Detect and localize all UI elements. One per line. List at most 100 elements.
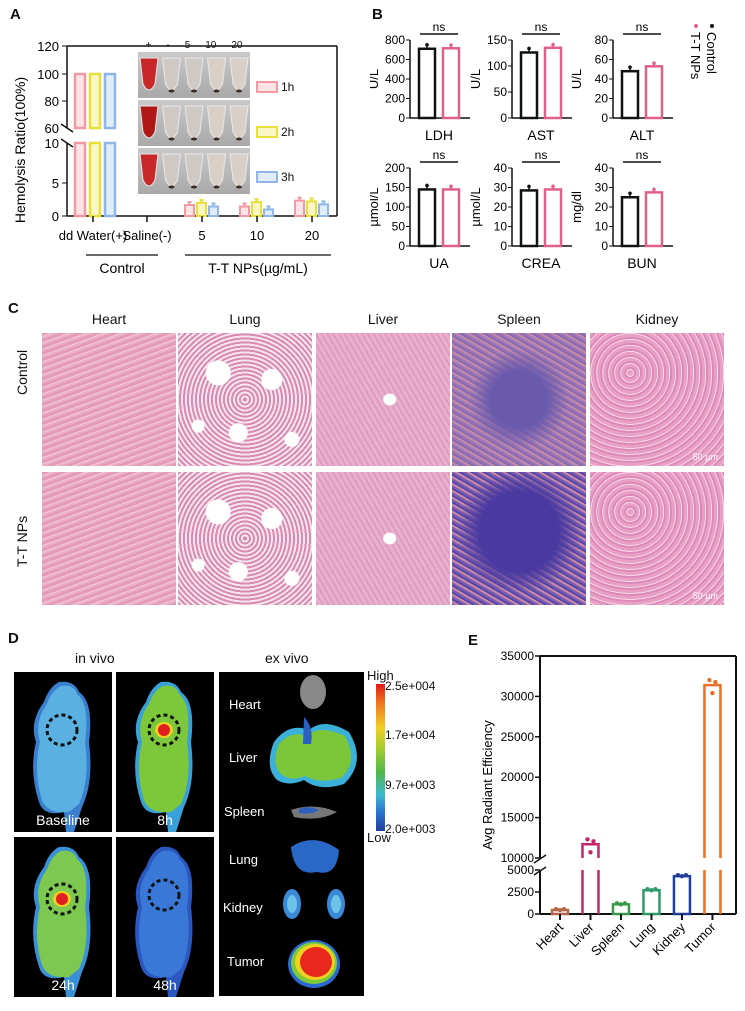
tube-label: + <box>145 40 152 51</box>
tube-label: 20 <box>231 40 243 51</box>
in-vivo-title: in vivo <box>75 650 115 666</box>
svg-text:AST: AST <box>527 127 555 143</box>
column-label-spleen: Spleen <box>497 311 541 327</box>
organ-label-heart: Heart <box>229 697 261 712</box>
svg-text:10: 10 <box>45 136 59 151</box>
svg-text:20000: 20000 <box>501 770 535 784</box>
svg-text:U/L: U/L <box>569 69 584 89</box>
svg-text:200: 200 <box>385 161 405 175</box>
svg-text:20: 20 <box>595 200 609 214</box>
colorbar-tick: 2.5e+004 <box>385 679 436 693</box>
timepoint-label: 48h <box>153 977 177 993</box>
he-image-ttnps-lung <box>178 472 312 605</box>
svg-text:0: 0 <box>500 239 507 253</box>
timepoint-label: Baseline <box>36 812 90 828</box>
svg-text:60: 60 <box>595 53 609 67</box>
svg-text:0: 0 <box>398 239 405 253</box>
tube-label: 5 <box>184 40 191 51</box>
colorbar <box>376 684 385 831</box>
he-image-ttnps-heart <box>42 472 176 605</box>
in-vivo-image-baseline: Baseline <box>14 672 112 832</box>
svg-text:LDH: LDH <box>425 127 453 143</box>
column-label-heart: Heart <box>91 311 127 327</box>
svg-text:5: 5 <box>198 228 205 243</box>
svg-text:Heart: Heart <box>533 919 566 952</box>
panel-label-b: B <box>372 6 383 23</box>
svg-text:Control: Control <box>99 260 144 276</box>
timepoint-label: 24h <box>51 977 75 993</box>
svg-text:10: 10 <box>250 228 264 243</box>
svg-text:Avg Radiant Efficiency: Avg Radiant Efficiency <box>480 720 495 850</box>
svg-text:0: 0 <box>398 111 405 125</box>
svg-text:30: 30 <box>595 181 609 195</box>
panel-label-c: C <box>8 300 19 317</box>
subplot-ast: 0 50 100 150 U/L ns AST <box>468 20 572 143</box>
colorbar-tick: 9.7e+003 <box>385 778 436 792</box>
timepoint-label: 8h <box>157 812 173 828</box>
he-image-ttnps-kidney: 50 µm <box>590 472 724 605</box>
colorbar-tick: 2.0e+003 <box>385 822 436 836</box>
colorbar-high-label: High <box>367 668 394 683</box>
legend-item-2h: 2h <box>256 125 294 139</box>
colorbar-tick: 1.7e+004 <box>385 728 436 742</box>
he-image-control-heart <box>42 333 176 466</box>
he-image-control-spleen <box>452 333 586 466</box>
svg-text:0: 0 <box>500 111 507 125</box>
legend-a: 1h 2h 3h <box>256 80 294 184</box>
subplot-crea: 0 10 20 30 40 µmol/L ns CREA <box>468 148 572 271</box>
svg-text:50: 50 <box>392 220 406 234</box>
svg-text:150: 150 <box>487 33 507 47</box>
svg-text:600: 600 <box>385 53 405 67</box>
he-image-ttnps-liver <box>316 472 450 605</box>
svg-text:40: 40 <box>494 161 508 175</box>
in-vivo-image-8h: 8h <box>116 672 214 832</box>
colorbar-low-label: Low <box>367 830 391 845</box>
svg-text:100: 100 <box>385 200 405 214</box>
y-axis-label: Hemolysis Ratio(100%) <box>12 77 28 223</box>
panel-label-a: A <box>10 6 21 23</box>
svg-text:ns: ns <box>433 20 446 34</box>
svg-text:Spleen: Spleen <box>588 920 627 959</box>
svg-text:400: 400 <box>385 72 405 86</box>
scale-bar-label: 50 µm <box>692 452 718 462</box>
svg-text:BUN: BUN <box>627 255 657 271</box>
column-label-liver: Liver <box>367 311 399 327</box>
svg-text:ns: ns <box>535 148 548 162</box>
svg-text:Saline(-): Saline(-) <box>122 228 171 243</box>
svg-text:10: 10 <box>494 220 508 234</box>
svg-text:Tumor: Tumor <box>682 919 719 956</box>
svg-text:T-T NPs: T-T NPs <box>688 32 703 80</box>
he-image-ttnps-spleen <box>452 472 586 605</box>
svg-text:0: 0 <box>601 239 608 253</box>
he-image-control-kidney: 50 µm <box>590 333 724 466</box>
svg-text:100: 100 <box>487 59 507 73</box>
svg-text:60: 60 <box>45 121 59 136</box>
svg-text:40: 40 <box>595 72 609 86</box>
svg-text:T-T NPs(µg/mL): T-T NPs(µg/mL) <box>208 260 308 276</box>
scale-bar-label: 50 µm <box>692 591 718 601</box>
svg-text:10000: 10000 <box>501 851 535 865</box>
svg-text:30000: 30000 <box>501 689 535 703</box>
svg-text:120: 120 <box>37 39 59 54</box>
subplot-ua: 0 50 100 150 200 µmol/L ns UA <box>370 148 470 271</box>
in-vivo-image-48h: 48h <box>116 837 214 997</box>
legend-label: 1h <box>281 80 295 94</box>
panel-label-d: D <box>8 630 19 647</box>
svg-text:5000: 5000 <box>507 863 534 877</box>
svg-text:Control: Control <box>704 32 719 74</box>
svg-text:2500: 2500 <box>507 885 534 899</box>
organ-label-spleen: Spleen <box>224 804 265 819</box>
svg-text:30: 30 <box>494 181 508 195</box>
svg-text:200: 200 <box>385 92 405 106</box>
subplot-alt: 0 20 40 60 80 U/L ns ALT <box>569 20 673 143</box>
svg-text:U/L: U/L <box>370 69 381 89</box>
hemolysis-chart: Hemolysis Ratio(100%) 120 100 80 60 10 5… <box>12 39 338 276</box>
svg-text:35000: 35000 <box>501 649 535 663</box>
svg-text:UA: UA <box>429 255 449 271</box>
svg-text:µmol/L: µmol/L <box>468 187 483 226</box>
svg-text:Kidney: Kidney <box>649 919 688 958</box>
svg-text:50: 50 <box>494 85 508 99</box>
svg-text:80: 80 <box>45 94 59 109</box>
tube-label: 10 <box>205 40 217 51</box>
